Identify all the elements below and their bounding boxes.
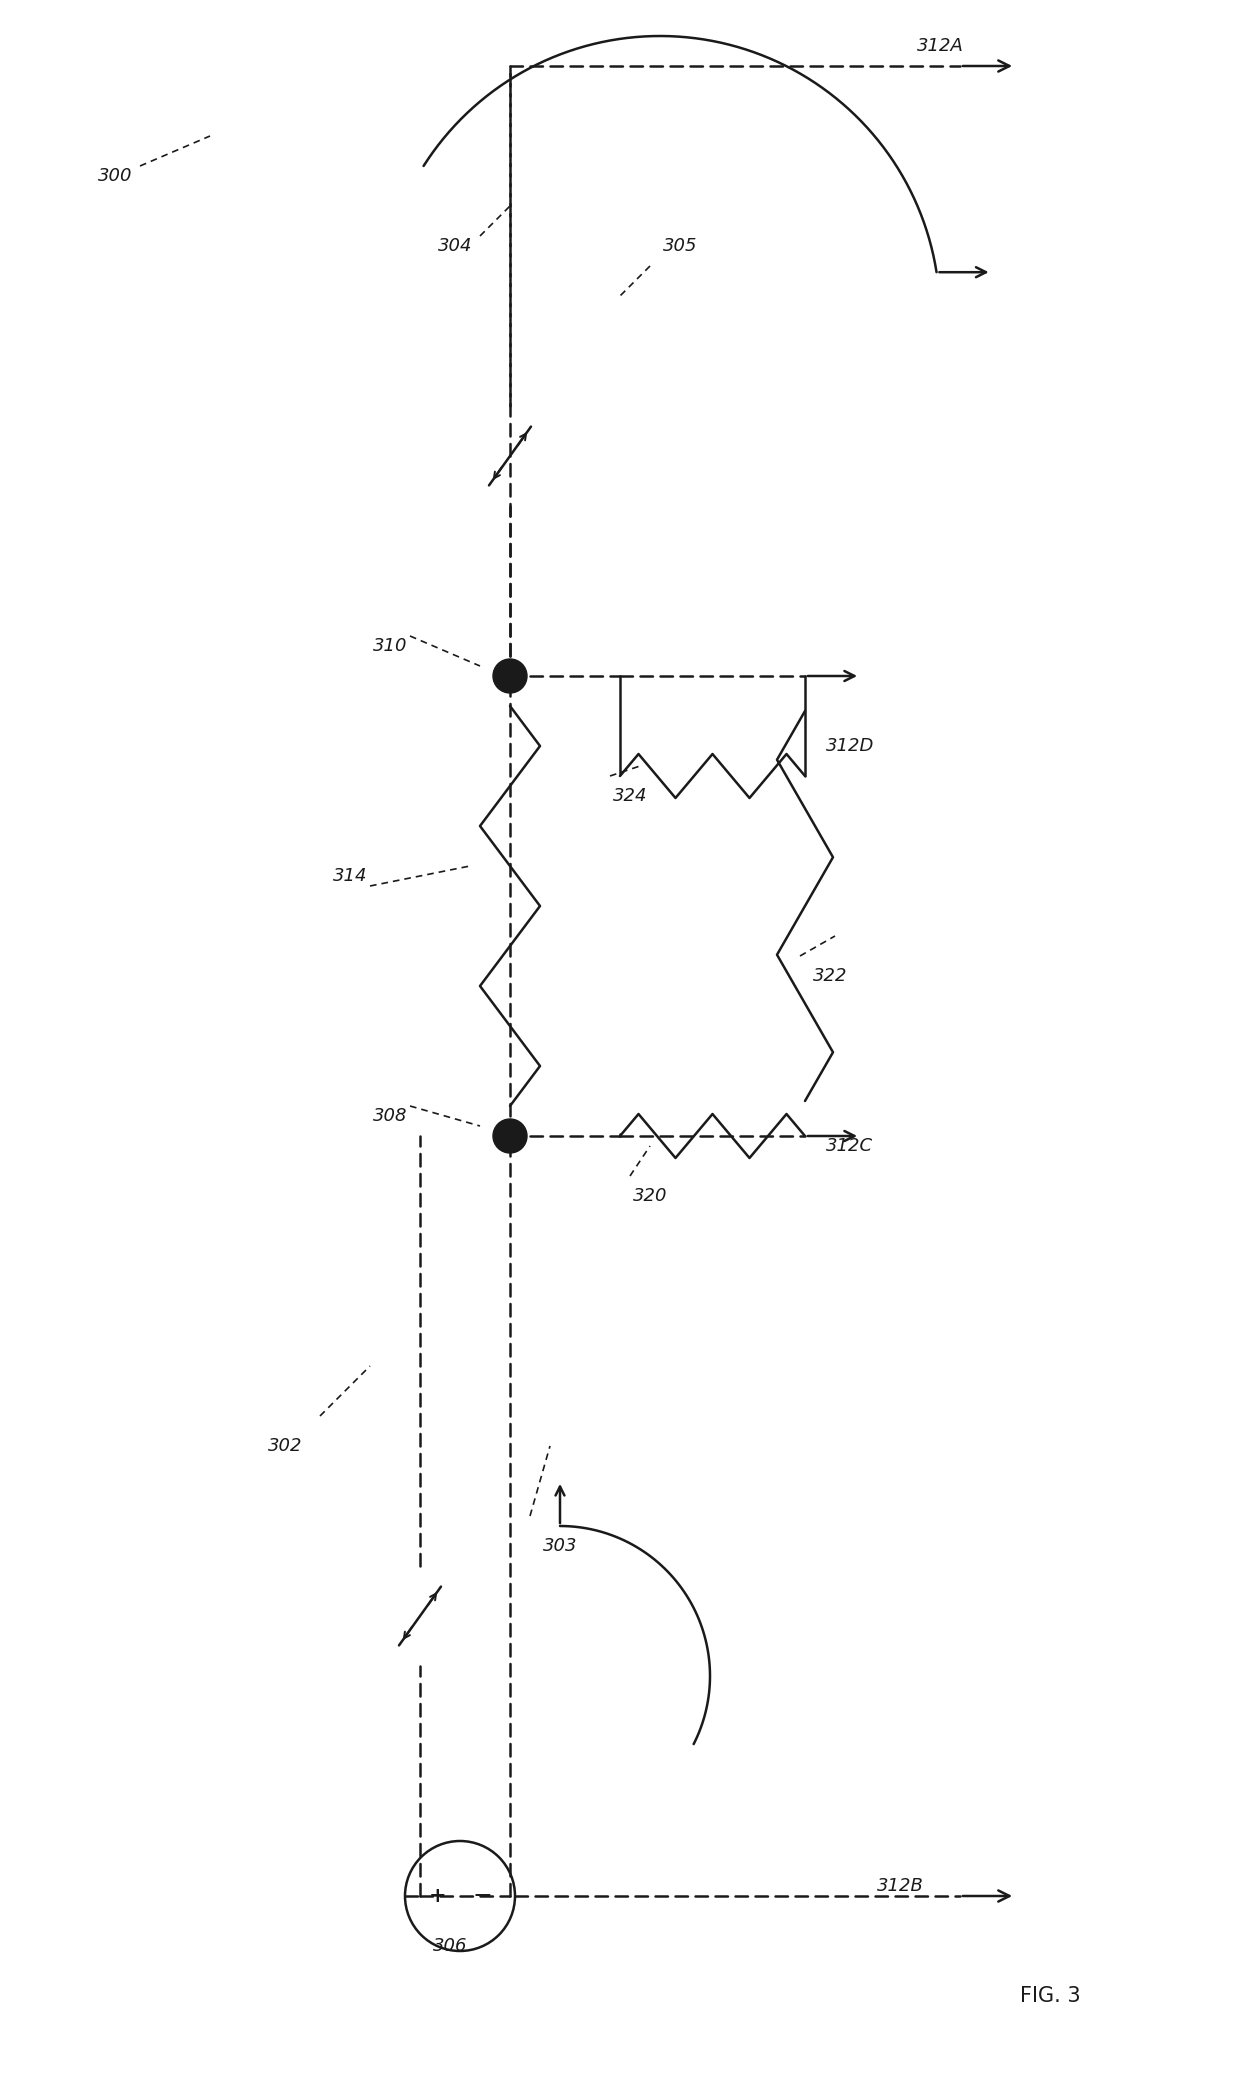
Text: 300: 300: [98, 168, 133, 184]
Text: 302: 302: [268, 1438, 303, 1455]
Text: 306: 306: [433, 1937, 467, 1956]
Circle shape: [494, 1119, 527, 1153]
Text: 304: 304: [438, 237, 472, 256]
Circle shape: [494, 658, 527, 694]
Text: 312B: 312B: [877, 1878, 924, 1895]
Text: +: +: [429, 1886, 446, 1905]
Text: 322: 322: [812, 966, 847, 985]
Text: 312D: 312D: [826, 738, 874, 755]
Text: −: −: [472, 1884, 492, 1907]
Text: 312C: 312C: [826, 1136, 873, 1155]
Text: 305: 305: [662, 237, 697, 256]
Text: 303: 303: [543, 1536, 578, 1555]
Text: 324: 324: [613, 786, 647, 805]
Text: 308: 308: [373, 1107, 407, 1126]
Text: 312A: 312A: [916, 38, 963, 54]
Text: 320: 320: [632, 1186, 667, 1205]
Text: 310: 310: [373, 637, 407, 656]
Text: FIG. 3: FIG. 3: [1019, 1987, 1080, 2006]
Text: 314: 314: [332, 868, 367, 885]
